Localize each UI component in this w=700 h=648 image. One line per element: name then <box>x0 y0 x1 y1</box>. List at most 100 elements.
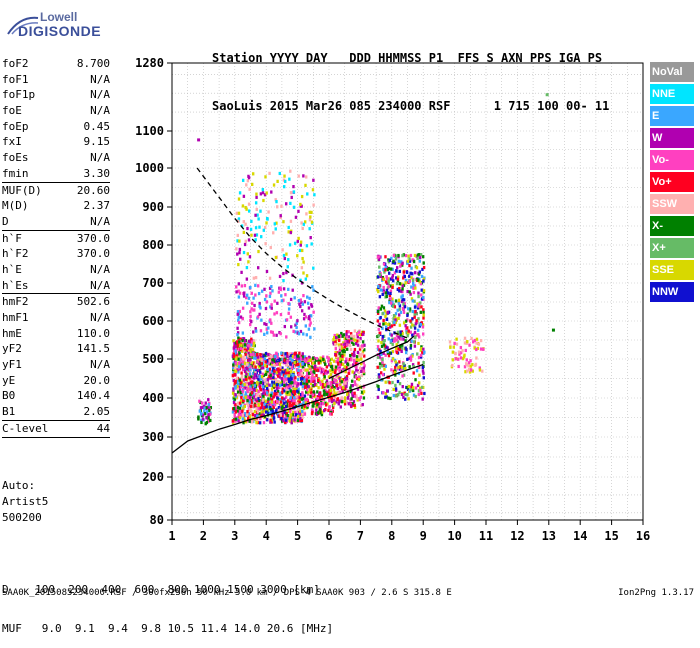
echo-point <box>362 330 365 335</box>
echo-point <box>276 301 279 305</box>
echo-point <box>311 361 315 365</box>
echo-point <box>325 365 329 369</box>
echo-point <box>268 383 271 387</box>
param-key: foEs <box>2 151 29 165</box>
echo-point <box>278 372 281 376</box>
echo-point <box>243 404 247 409</box>
echo-point <box>283 383 286 387</box>
param-key: h`Es <box>2 278 29 292</box>
echo-point <box>350 384 353 388</box>
echo-point <box>262 228 265 232</box>
echo-point <box>285 416 289 421</box>
echo-point <box>350 379 354 383</box>
echo-point <box>258 375 261 379</box>
echo-point <box>385 288 389 292</box>
echo-point <box>262 391 265 395</box>
digisonde-logo: Lowell DIGISONDE <box>6 8 106 42</box>
echo-point <box>383 339 386 343</box>
echo-point <box>236 343 239 347</box>
echo-point <box>406 289 409 294</box>
echo-point <box>377 327 380 332</box>
echo-point <box>474 363 477 367</box>
echo-point <box>336 353 340 357</box>
echo-point <box>401 299 404 304</box>
echo-point <box>286 265 289 269</box>
echo-point <box>252 343 255 348</box>
echo-point <box>255 376 258 380</box>
echo-point <box>310 408 314 412</box>
echo-point <box>385 317 389 321</box>
echo-point <box>317 401 320 406</box>
echo-point <box>400 365 404 369</box>
echo-point <box>294 387 298 391</box>
echo-point <box>242 357 245 361</box>
echo-point <box>362 361 365 365</box>
echo-point <box>382 306 386 310</box>
echo-point <box>245 183 248 187</box>
echo-point <box>338 357 342 361</box>
echo-point <box>300 379 304 383</box>
echo-point <box>397 393 400 397</box>
echo-point <box>201 413 205 417</box>
echo-point <box>319 411 322 415</box>
echo-point <box>239 315 243 319</box>
echo-point <box>389 289 393 293</box>
echo-point <box>357 370 360 375</box>
echo-point <box>278 362 282 366</box>
echo-point <box>269 291 272 295</box>
echo-point <box>298 302 301 306</box>
echo-point <box>299 329 303 334</box>
echo-point <box>390 368 393 372</box>
echo-point <box>334 367 337 371</box>
echo-point <box>276 389 280 393</box>
echo-point <box>414 386 418 390</box>
echo-point <box>263 332 266 336</box>
echo-point <box>307 362 310 366</box>
echo-point <box>273 369 276 373</box>
echo-point <box>466 369 469 373</box>
echo-point <box>248 382 251 386</box>
auto-label: Auto: <box>2 479 36 492</box>
param-row: h`F2 370.0 <box>2 246 110 262</box>
echo-point <box>249 404 253 408</box>
echo-point <box>345 377 349 381</box>
echo-point <box>332 388 336 392</box>
echo-point <box>404 281 407 285</box>
echo-point <box>401 343 404 347</box>
echo-point <box>239 413 243 417</box>
param-row: yF1 N/A <box>2 357 110 373</box>
echo-point <box>207 413 210 417</box>
echo-point <box>235 285 238 289</box>
echo-point <box>260 375 264 379</box>
echo-point <box>305 175 308 179</box>
echo-point <box>249 310 252 314</box>
echo-point <box>333 341 337 345</box>
echo-point <box>263 322 266 326</box>
echo-point <box>332 338 335 342</box>
echo-point <box>234 361 238 365</box>
echo-point <box>277 367 280 371</box>
echo-point <box>307 371 311 375</box>
echo-point <box>401 374 404 378</box>
param-key: B1 <box>2 405 16 419</box>
echo-point <box>297 236 300 241</box>
echo-point <box>231 354 235 358</box>
echo-point <box>377 257 381 262</box>
echo-point <box>405 270 409 274</box>
echo-point <box>457 357 460 361</box>
echo-point <box>301 357 305 361</box>
echo-point <box>407 329 410 333</box>
echo-point <box>378 352 382 357</box>
echo-point <box>284 383 288 387</box>
echo-point <box>377 384 380 389</box>
echo-point <box>325 392 329 396</box>
echo-point <box>304 315 308 319</box>
param-value: N/A <box>90 358 110 372</box>
echo-point <box>207 408 211 412</box>
param-row: hmF1 N/A <box>2 310 110 326</box>
echo-point <box>320 385 324 390</box>
echo-point <box>296 401 299 405</box>
echo-point <box>403 305 407 309</box>
echo-point <box>299 392 303 397</box>
echo-point <box>286 354 289 358</box>
